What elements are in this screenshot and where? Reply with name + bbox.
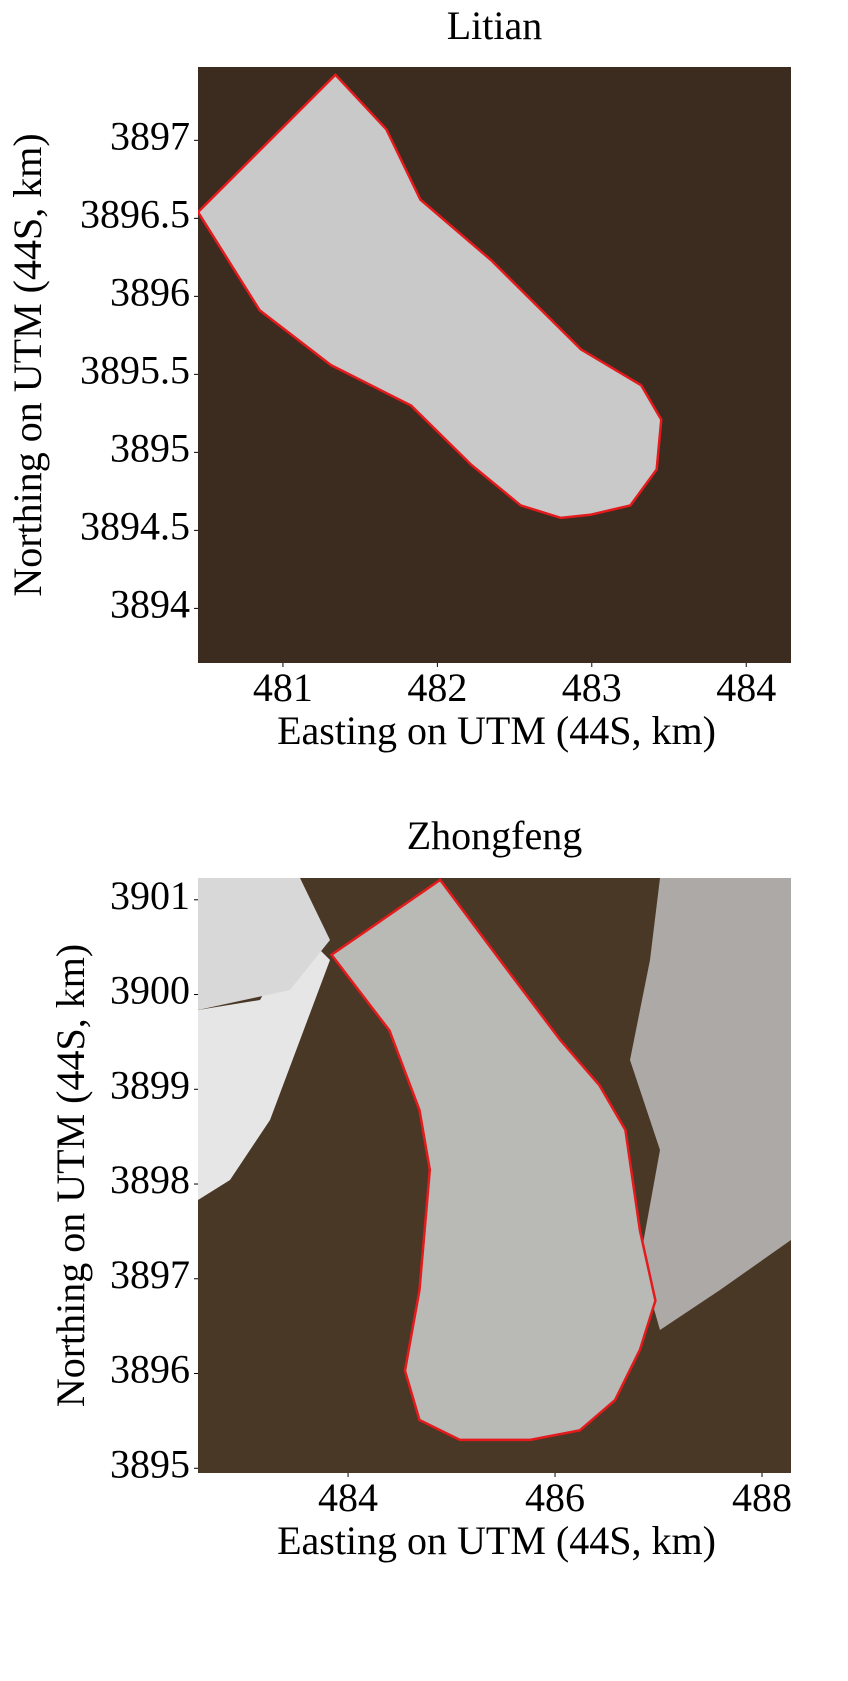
y-tick-label: 3895.5: [80, 348, 190, 393]
x-tick-label: 486: [525, 1475, 585, 1520]
x-tick-label: 488: [732, 1475, 792, 1520]
chart-title: Litian: [447, 3, 543, 48]
map-panel: [198, 878, 791, 1473]
y-tick-label: 3898: [110, 1157, 190, 1202]
x-tick-label: 481: [253, 665, 313, 710]
x-tick-label: 484: [318, 1475, 378, 1520]
x-tick-label: 484: [716, 665, 776, 710]
page: 481 482 483 484 3894 3894.5 3895 3895.5 3896 3896…: [0, 0, 848, 1681]
x-axis-label: Easting on UTM (44S, km): [277, 708, 716, 753]
y-tick-label: 3901: [110, 873, 190, 918]
y-tick-label: 3897: [110, 114, 190, 159]
y-tick-label: 3895: [110, 426, 190, 471]
y-axis-label: Northing on UTM (44S, km): [48, 944, 93, 1407]
y-axis-label: Northing on UTM (44S, km): [5, 133, 50, 596]
x-axis-label: Easting on UTM (44S, km): [277, 1518, 716, 1563]
y-tick-label: 3896: [110, 270, 190, 315]
x-tick-label: 483: [562, 665, 622, 710]
map-panel: [198, 67, 791, 663]
figure: 481 482 483 484 3894 3894.5 3895 3895.5 3896 3896…: [0, 0, 848, 1681]
y-tick-label: 3900: [110, 968, 190, 1013]
y-tick-label: 3896.5: [80, 192, 190, 237]
y-tick-label: 3899: [110, 1062, 190, 1107]
chart-title: Zhongfeng: [407, 813, 583, 858]
x-tick-label: 482: [407, 665, 467, 710]
y-tick-label: 3894.5: [80, 504, 190, 549]
y-tick-label: 3896: [110, 1347, 190, 1392]
y-tick-label: 3895: [110, 1441, 190, 1486]
y-tick-label: 3897: [110, 1252, 190, 1297]
y-tick-label: 3894: [110, 582, 190, 627]
